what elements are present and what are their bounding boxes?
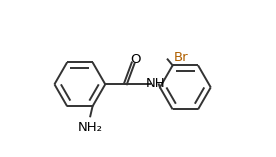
- Text: NH: NH: [146, 77, 166, 90]
- Text: Br: Br: [174, 51, 189, 64]
- Text: NH₂: NH₂: [78, 121, 103, 134]
- Text: O: O: [130, 53, 140, 66]
